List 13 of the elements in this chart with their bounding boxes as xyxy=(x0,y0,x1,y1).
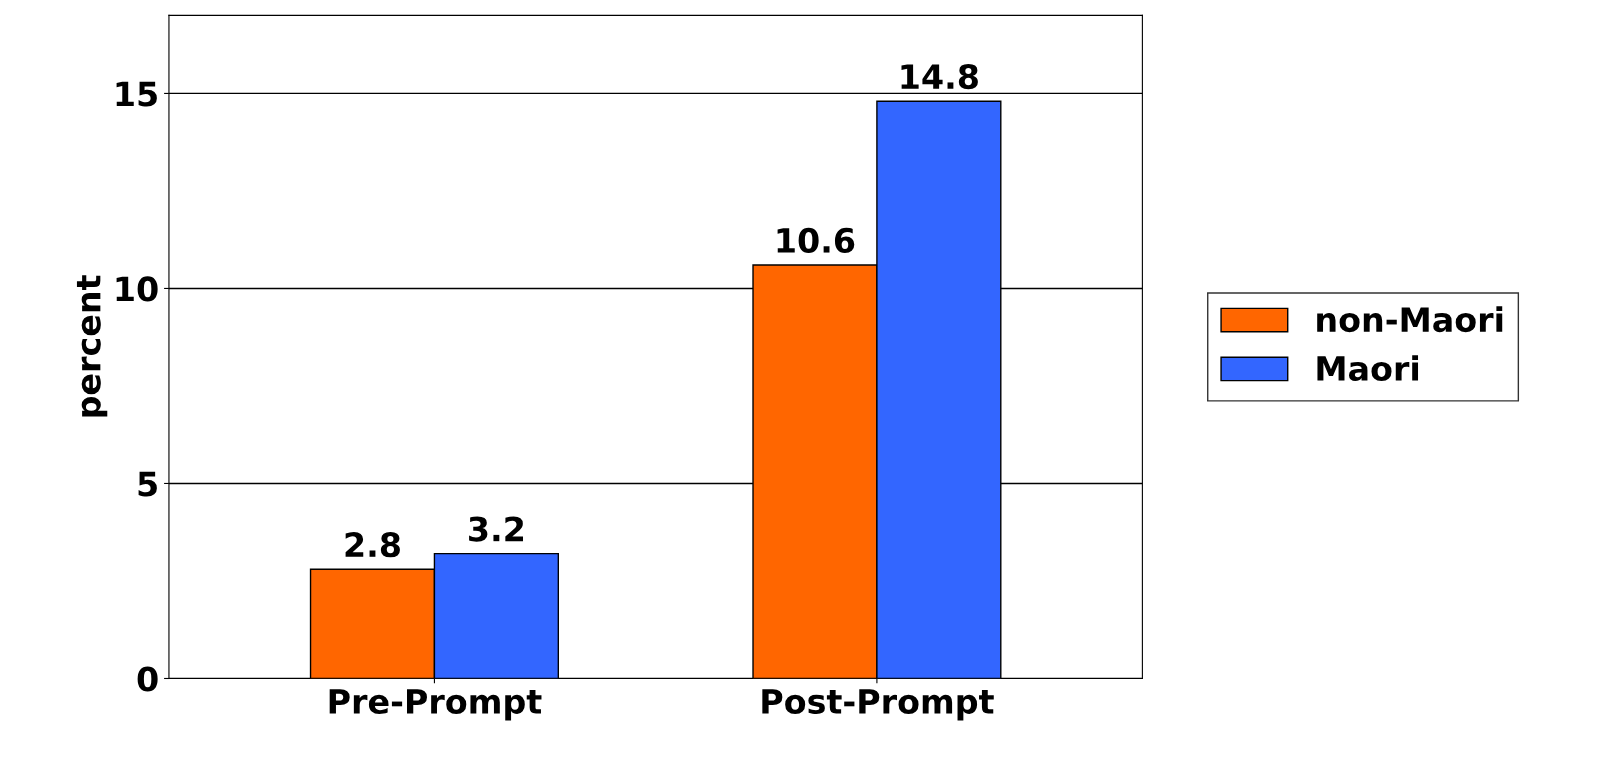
x-tick-label: Post-Prompt xyxy=(762,689,994,721)
y-axis-title: percent xyxy=(76,275,108,417)
y-tick-label: 15 xyxy=(116,81,157,107)
data-label: 2.8 xyxy=(345,532,400,558)
data-label: 3.2 xyxy=(469,516,524,542)
legend-label: Maori xyxy=(1317,355,1419,382)
y-tick-label: 0 xyxy=(137,666,158,692)
legend-label: non-Maori xyxy=(1317,306,1503,333)
y-tick-label: 5 xyxy=(138,471,157,497)
x-tick-label: Pre-Prompt xyxy=(329,689,542,721)
y-tick-label: 10 xyxy=(116,276,158,302)
data-label: 10.6 xyxy=(777,227,855,254)
data-label: 14.8 xyxy=(901,64,978,90)
